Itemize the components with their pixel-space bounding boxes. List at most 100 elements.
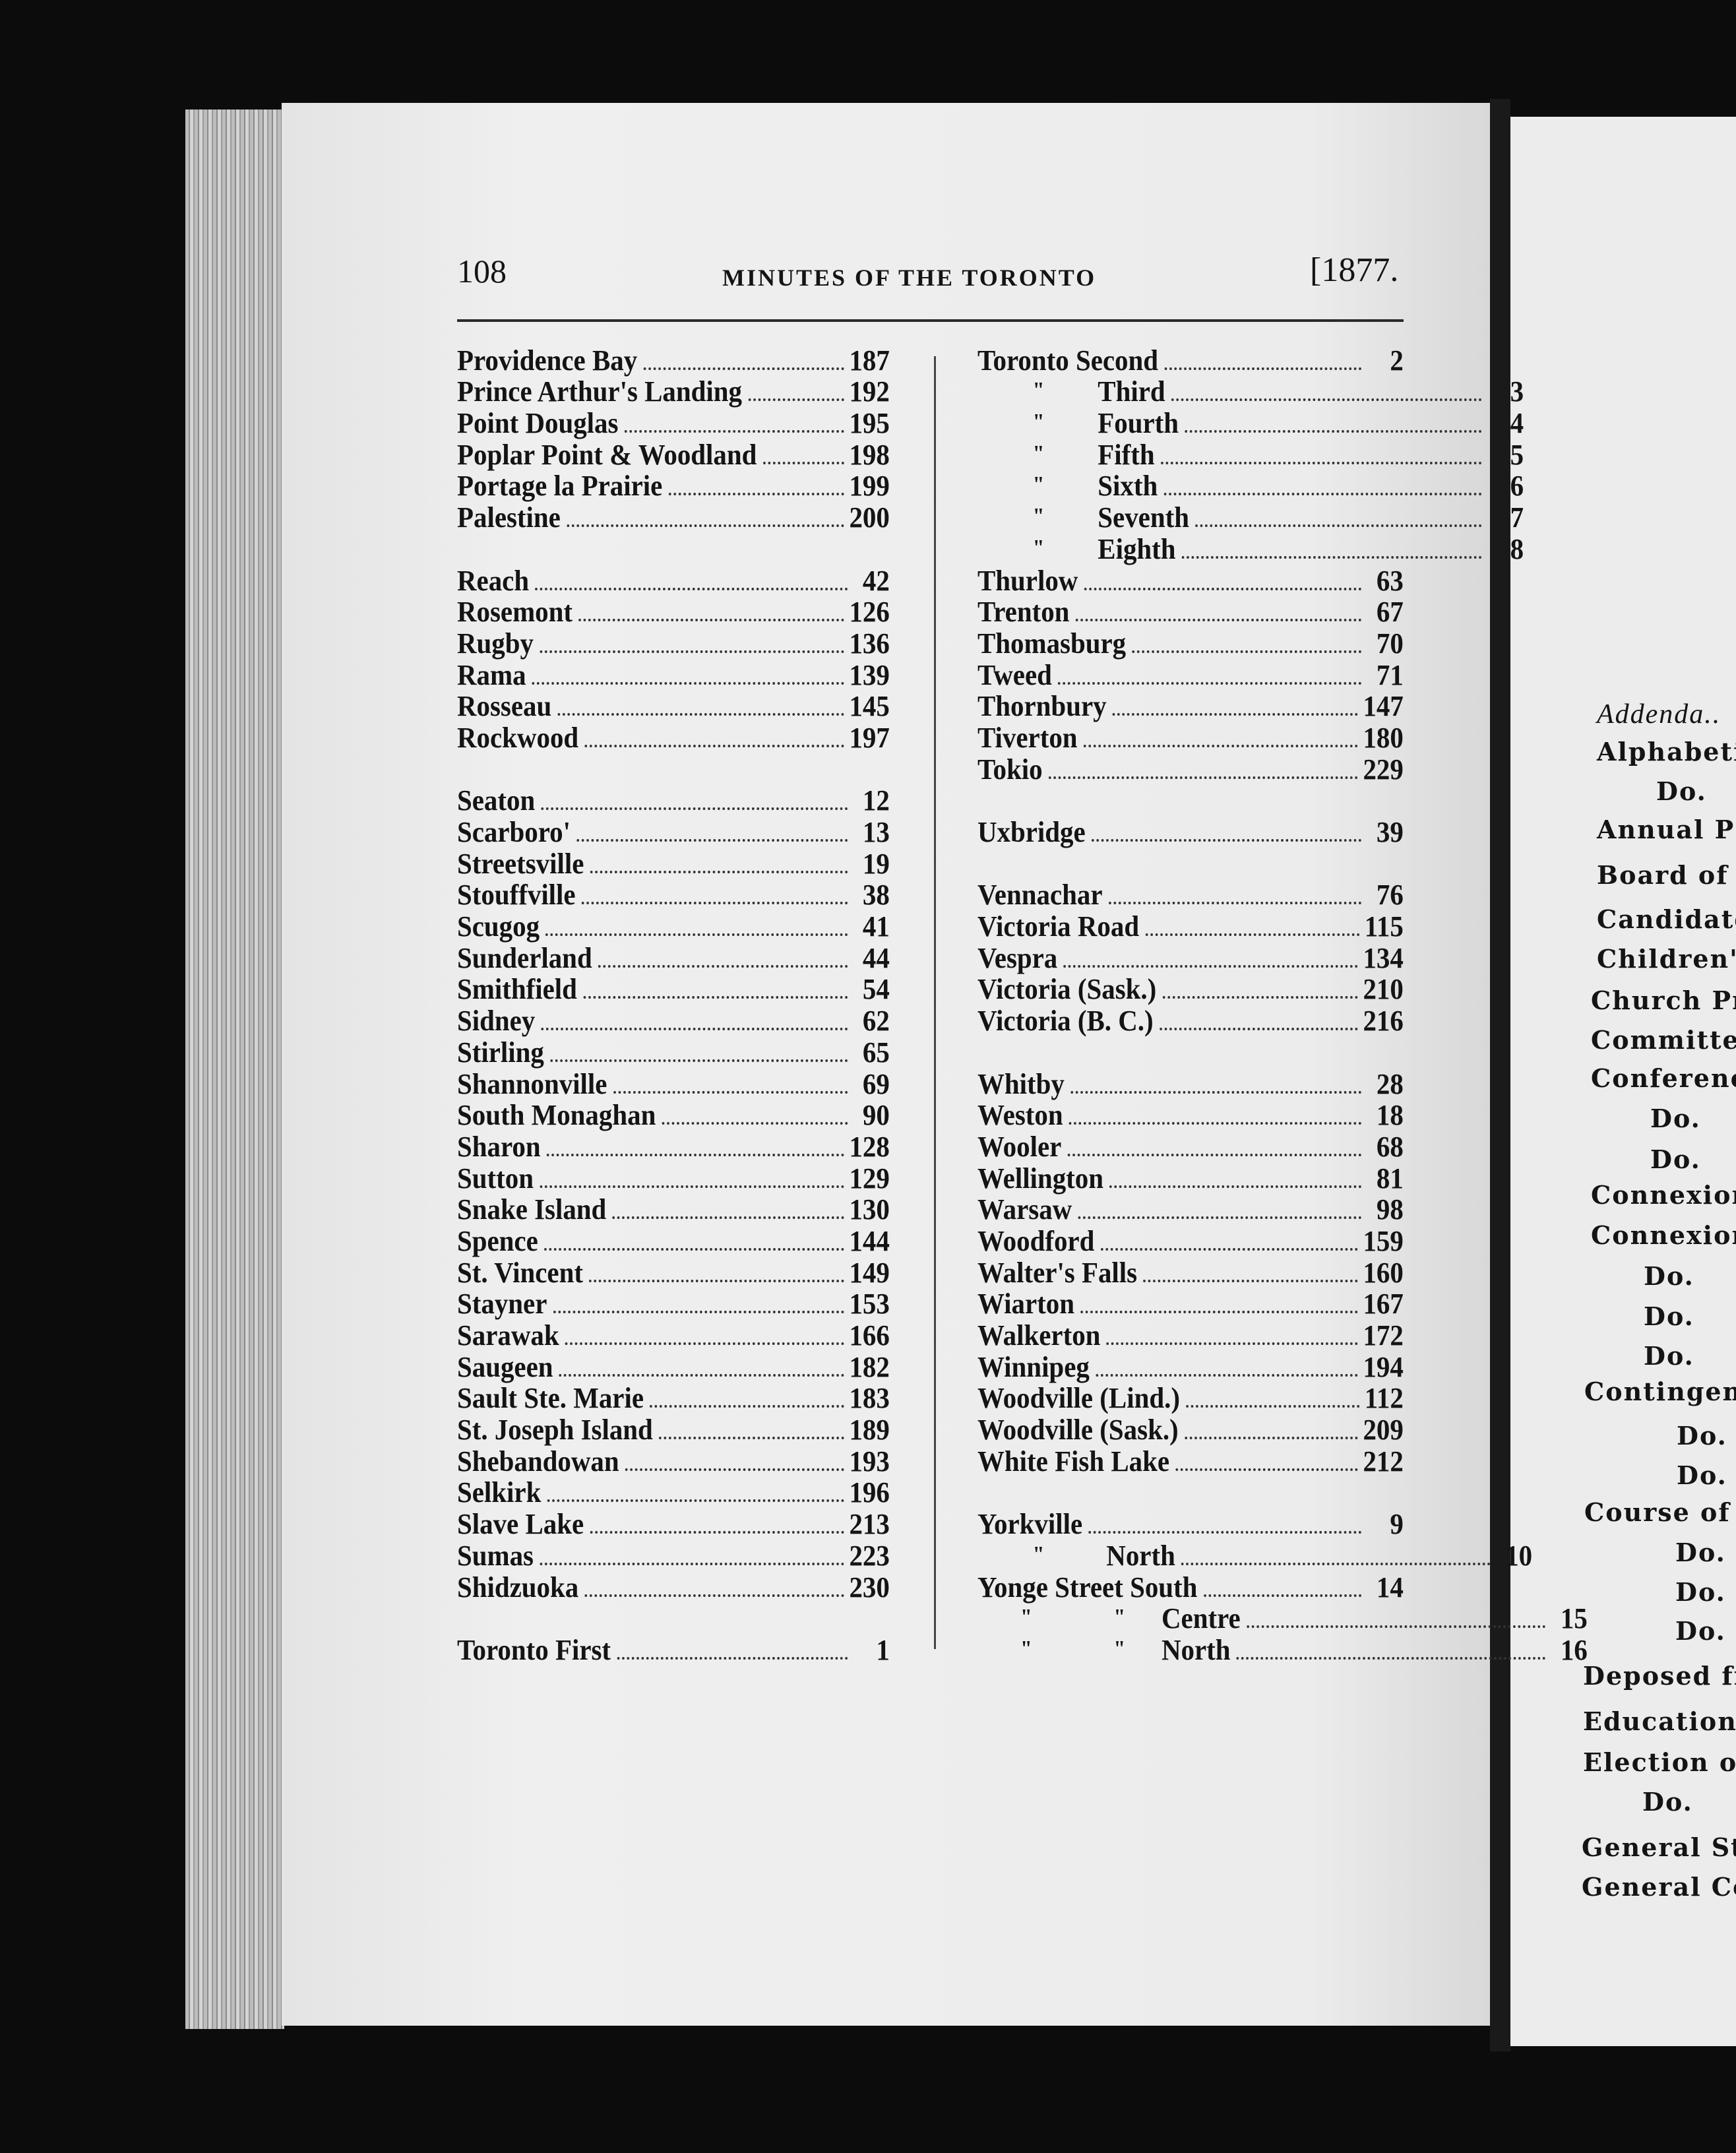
index-entry: Toronto First 1 [457, 1634, 890, 1666]
dot-leader [1069, 1122, 1362, 1125]
facing-page-line: General Co [1582, 1872, 1736, 1902]
dot-leader [1184, 1437, 1359, 1440]
entry-name: Rugby [457, 627, 534, 660]
index-entry: Rockwood 197 [457, 722, 890, 753]
facing-page-line: Annual P [1597, 815, 1735, 844]
dot-leader [545, 933, 848, 937]
dot-leader [625, 1468, 845, 1471]
entry-name: Uxbridge [977, 816, 1086, 848]
entry-page: 160 [1363, 1256, 1404, 1289]
facing-page-line: General St [1582, 1832, 1736, 1862]
dot-leader [748, 398, 845, 402]
dot-leader [1164, 367, 1362, 370]
ditto-mark: " [1032, 535, 1045, 560]
facing-page-line: Committe [1591, 1025, 1736, 1055]
entry-name: Rama [457, 658, 526, 691]
entry-page: 136 [849, 627, 890, 660]
dot-leader [1088, 1531, 1362, 1534]
entry-page: 195 [849, 407, 890, 440]
index-entry: Shidzuoka 230 [457, 1571, 890, 1603]
entry-page: 98 [1376, 1193, 1404, 1226]
facing-page-line: Church Pr [1591, 985, 1736, 1015]
dot-leader [589, 1279, 845, 1282]
index-entry: Victoria Road 115 [977, 910, 1404, 942]
header-rule [457, 319, 1404, 322]
index-entry: Tiverton 180 [977, 722, 1404, 753]
index-entry: " Sixth 6 [977, 470, 1524, 501]
blank-line [977, 1036, 1404, 1068]
facing-page-line: Addenda.. [1597, 699, 1721, 730]
entry-page: 67 [1376, 596, 1404, 629]
dot-leader [1063, 964, 1359, 968]
running-title: MINUTES OF THE TORONTO [722, 265, 1097, 291]
facing-page-line: Do. [1650, 1104, 1701, 1133]
index-entry: Woodville (Lind.) 112 [977, 1383, 1404, 1414]
entry-page: 200 [849, 501, 890, 534]
entry-page: 70 [1376, 627, 1404, 660]
index-entry: Walkerton 172 [977, 1319, 1404, 1351]
entry-page: 44 [862, 941, 890, 974]
dot-leader [565, 1342, 845, 1345]
facing-page-line: Connexion [1591, 1180, 1736, 1210]
dot-leader [535, 587, 848, 590]
entry-name: Third [1098, 375, 1165, 408]
index-entry: Rama 139 [457, 659, 890, 691]
entry-name: Yonge Street South [977, 1571, 1198, 1604]
entry-name: North [1162, 1633, 1231, 1666]
entry-name: Rosemont [457, 596, 573, 629]
dot-leader [1100, 1247, 1359, 1251]
entry-page: 39 [1376, 816, 1404, 848]
entry-page: 2 [1390, 344, 1404, 377]
index-entry: Victoria (B. C.) 216 [977, 1005, 1404, 1036]
entry-page: 41 [862, 910, 890, 943]
entry-page: 159 [1363, 1224, 1404, 1257]
entry-page: 189 [849, 1414, 890, 1447]
entry-name: White Fish Lake [977, 1445, 1170, 1478]
facing-page-line: Connexion [1591, 1220, 1736, 1250]
entry-name: Sumas [457, 1539, 534, 1572]
index-column-left: Providence Bay 187 Prince Arthur's Landing… [457, 344, 890, 1666]
index-entry: Sarawak 166 [457, 1319, 890, 1351]
dot-leader [576, 839, 848, 842]
index-entry: Prince Arthur's Landing 192 [457, 376, 890, 407]
index-entry: " " Centre 15 [977, 1603, 1588, 1634]
index-entry: Wooler 68 [977, 1131, 1404, 1162]
index-entry: Uxbridge 39 [977, 816, 1404, 848]
entry-name: Vespra [977, 941, 1058, 974]
entry-name: Fourth [1098, 407, 1179, 440]
entry-name: Woodville (Lind.) [977, 1382, 1180, 1415]
entry-name: Point Douglas [457, 407, 619, 440]
dot-leader [1132, 650, 1362, 653]
index-entry: Victoria (Sask.) 210 [977, 974, 1404, 1005]
ditto-mark: " [1113, 1636, 1126, 1661]
dot-leader [541, 807, 848, 811]
index-entry: Wellington 81 [977, 1162, 1404, 1194]
dot-leader [1106, 1342, 1359, 1345]
entry-page: 71 [1376, 658, 1404, 691]
entry-page: 81 [1376, 1162, 1404, 1195]
index-entry: Point Douglas 195 [457, 407, 890, 439]
index-entry: Whitby 28 [977, 1068, 1404, 1100]
entry-page: 4 [1510, 407, 1524, 440]
dot-leader [617, 1656, 848, 1660]
entry-name: Wooler [977, 1130, 1062, 1163]
index-entry: St. Vincent 149 [457, 1257, 890, 1288]
entry-name: Sutton [457, 1162, 534, 1195]
entry-page: 199 [849, 470, 890, 503]
facing-page-line: Election of [1583, 1747, 1736, 1777]
dot-leader [540, 1185, 845, 1188]
index-entry: Vespra 134 [977, 942, 1404, 974]
index-entry: Shebandowan 193 [457, 1445, 890, 1477]
dot-leader [1096, 1373, 1359, 1377]
dot-leader [1083, 744, 1359, 747]
dot-leader [584, 1594, 845, 1597]
index-entry: Snake Island 130 [457, 1194, 890, 1225]
entry-name: Stouffville [457, 879, 576, 912]
index-entry: Palestine 200 [457, 501, 890, 533]
entry-page: 14 [1376, 1571, 1404, 1604]
blank-line [457, 753, 890, 785]
dot-leader [1080, 1311, 1359, 1314]
entry-name: Sunderland [457, 941, 592, 974]
page-number: 108 [457, 253, 507, 290]
index-entry: Tweed 71 [977, 659, 1404, 691]
